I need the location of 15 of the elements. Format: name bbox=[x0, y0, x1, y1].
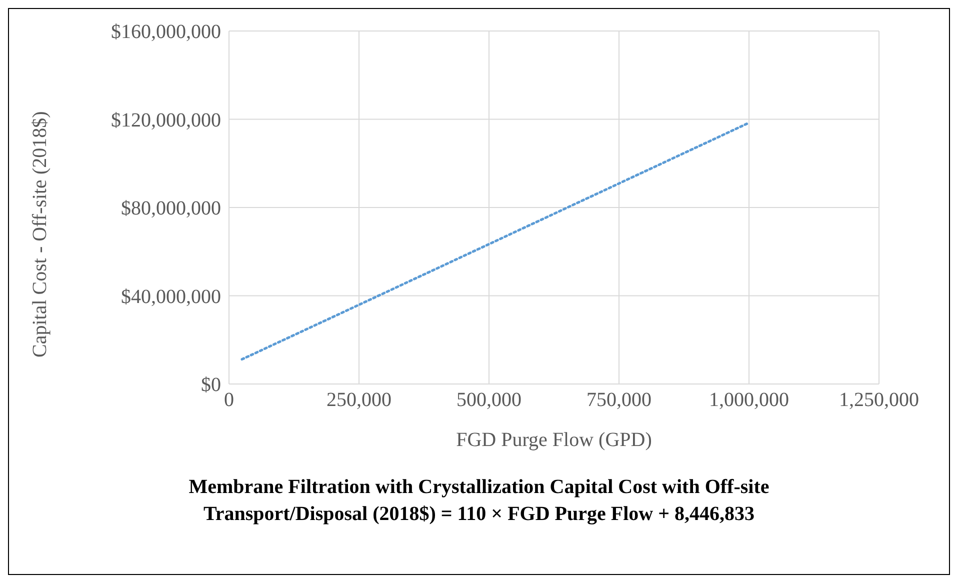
x-tick-label: 250,000 bbox=[326, 389, 392, 412]
x-tick-label: 750,000 bbox=[586, 389, 652, 412]
y-tick-label: $160,000,000 bbox=[111, 21, 221, 44]
y-tick-label: $80,000,000 bbox=[121, 198, 221, 220]
y-axis-title: Capital Cost - Off-site (2018$) bbox=[29, 111, 52, 358]
text: Membrane Filtration with Crystallization Capital Cost with Off-site Transport/Disposal (2018$) = 110 × FGD Purge Flow + 8,446,833 bbox=[188, 475, 770, 527]
y-tick-label: $40,000,000 bbox=[121, 286, 221, 308]
y-tick-label: $120,000,000 bbox=[111, 109, 221, 132]
y-tick-label: $0 bbox=[201, 374, 221, 396]
x-tick-label: 1,000,000 bbox=[709, 389, 789, 412]
x-tick-label: 0 bbox=[224, 389, 234, 412]
line-series bbox=[240, 122, 750, 361]
x-tick-label: 1,250,000 bbox=[839, 389, 919, 412]
x-axis-title: FGD Purge Flow (GPD) bbox=[456, 429, 652, 451]
x-tick-label: 500,000 bbox=[456, 389, 522, 412]
